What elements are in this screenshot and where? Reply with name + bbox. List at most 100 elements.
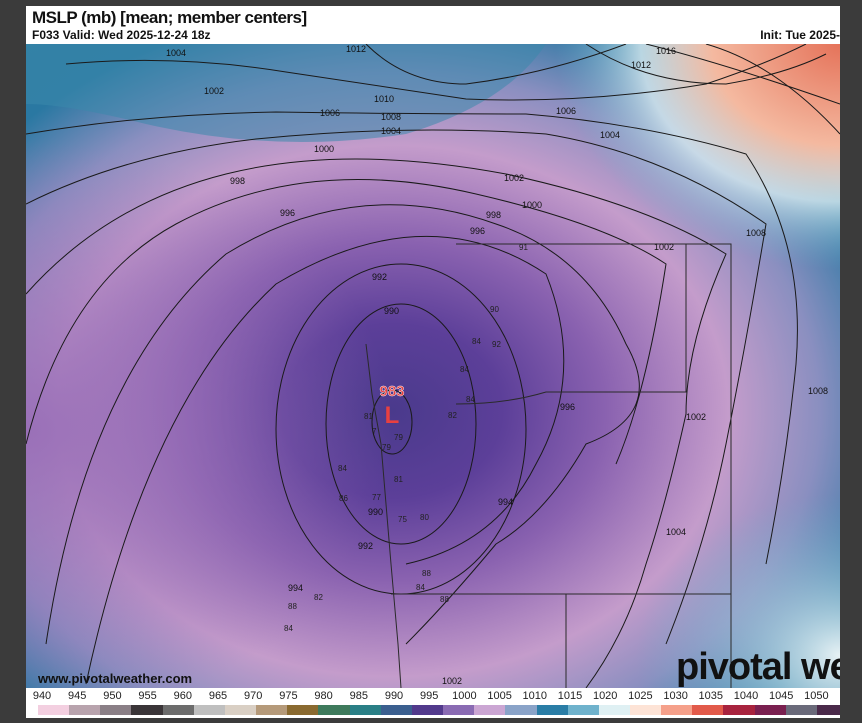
contour-label: 994 <box>288 583 303 593</box>
contour-label: 994 <box>498 497 513 507</box>
colorbar-swatch <box>816 705 840 715</box>
colorbar-tick-label: 1010 <box>522 690 548 702</box>
contour-label: 996 <box>470 226 485 236</box>
colorbar-labels: 940 945 950 955 960 965 970 975 980 985 990 995 1000… <box>32 690 840 702</box>
colorbar-swatch <box>349 705 381 715</box>
colorbar-tick-label: 1040 <box>733 690 759 702</box>
colorbar-swatch <box>567 705 599 715</box>
member-center-label: 75 <box>398 515 407 524</box>
colorbar-swatch <box>256 705 288 715</box>
colorbar-swatch <box>162 705 194 715</box>
member-center-label: 84 <box>416 583 425 592</box>
colorbar-tick-label: 1050 <box>804 690 829 702</box>
colorbar-swatch <box>443 705 475 715</box>
member-center-label: 7 <box>372 427 377 436</box>
member-center-label: 84 <box>284 624 293 633</box>
member-center-label: 79 <box>382 443 391 452</box>
colorbar-swatch <box>380 705 412 715</box>
isobars <box>26 44 840 688</box>
contour-label: 1006 <box>320 108 340 118</box>
colorbar-tick-label: 950 <box>103 690 122 702</box>
state-borders <box>365 243 732 688</box>
contour-label: 990 <box>368 507 383 517</box>
low-pressure-center[interactable]: 983 L <box>379 383 404 429</box>
colorbar-swatch <box>692 705 724 715</box>
contour-label: 1016 <box>656 46 676 56</box>
colorbar-tick-label: 1000 <box>452 690 477 702</box>
colorbar-swatch <box>100 705 132 715</box>
colorbar-tick-label: 945 <box>68 690 87 702</box>
contour-label: 990 <box>384 306 399 316</box>
colorbar-tick-label: 970 <box>244 690 263 702</box>
contour-label: 1002 <box>204 86 224 96</box>
member-center-label: 80 <box>420 513 429 522</box>
west-shading <box>26 44 840 688</box>
contour-label: 1008 <box>808 386 828 396</box>
colorbar-tick-label: 980 <box>314 690 333 702</box>
member-center-label: 81 <box>364 412 373 421</box>
colorbar-tick-label: 955 <box>138 690 157 702</box>
colorbar-tick-label: 1025 <box>628 690 653 702</box>
member-center-label: 84 <box>472 337 481 346</box>
colorbar-swatch <box>287 705 319 715</box>
low-symbol: L <box>385 402 400 429</box>
pressure-map[interactable]: 1004 1012 1016 1012 1002 1010 1006 1008 … <box>26 44 840 688</box>
member-center-label: 82 <box>448 411 457 420</box>
colorbar-swatch <box>474 705 506 715</box>
map-title: MSLP (mb) [mean; member centers] <box>32 8 307 27</box>
colorbar-tick-label: 1020 <box>592 690 618 702</box>
member-center-label: 86 <box>339 494 348 503</box>
colorbar-tick-label: 960 <box>173 690 192 702</box>
colorbar-swatch <box>38 705 70 715</box>
init-time: Init: Tue 2025- <box>760 28 840 42</box>
colorbar-swatch <box>536 705 568 715</box>
colorbar-tick-label: 965 <box>208 690 228 702</box>
member-center-label: 81 <box>394 475 403 484</box>
contour-label: 996 <box>560 402 575 412</box>
colorbar-tick-label: 940 <box>32 690 52 702</box>
website-label[interactable]: www.pivotalweather.com <box>38 671 193 686</box>
member-center-label: 92 <box>492 340 501 349</box>
member-center-label: 88 <box>422 569 431 578</box>
contour-label: 1008 <box>381 112 401 122</box>
colorbar <box>38 705 840 715</box>
member-center-label: 88 <box>288 602 297 611</box>
colorbar-swatch <box>723 705 755 715</box>
colorbar-tick-label: 1030 <box>663 690 688 702</box>
member-center-label: 82 <box>314 593 323 602</box>
colorbar-swatch <box>69 705 101 715</box>
member-center-label: 91 <box>519 243 528 252</box>
member-center-label: 84 <box>338 464 347 473</box>
map-panel: MSLP (mb) [mean; member centers] F033 Va… <box>26 6 840 718</box>
member-center-label: 84 <box>466 395 475 404</box>
contour-label: 992 <box>372 272 387 282</box>
contour-label: 1012 <box>346 44 366 54</box>
member-center-label: 84 <box>460 365 469 374</box>
contour-label: 1002 <box>654 242 674 252</box>
colorbar-swatch <box>318 705 350 715</box>
contour-label: 1000 <box>314 144 334 154</box>
colorbar-tick-label: 1055 <box>839 690 840 702</box>
contour-label: 1012 <box>631 60 651 70</box>
contour-label: 1008 <box>746 228 766 238</box>
colorbar-swatch <box>411 705 444 715</box>
colorbar-tick-label: 990 <box>384 690 404 702</box>
pivotal-weather-logo: pivotal we <box>676 646 840 688</box>
member-center-label: 90 <box>490 305 499 314</box>
member-center-label: 79 <box>394 433 403 442</box>
contour-label: 1004 <box>381 126 401 136</box>
member-center-label: 88 <box>440 595 449 604</box>
contour-label: 1004 <box>600 130 620 140</box>
contour-label: 1006 <box>556 106 576 116</box>
contour-label: 1010 <box>374 94 394 104</box>
colorbar-tick-label: 1045 <box>768 690 794 702</box>
colorbar-swatch <box>131 705 163 715</box>
contour-labels: 1004 1012 1016 1012 1002 1010 1006 1008 … <box>166 44 828 686</box>
contour-label: 1002 <box>686 412 706 422</box>
colorbar-tick-label: 995 <box>420 690 439 702</box>
contour-label: 992 <box>358 541 373 551</box>
colorbar-tick-label: 1005 <box>487 690 512 702</box>
colorbar-swatch <box>661 705 693 715</box>
colorbar-tick-label: 1015 <box>557 690 583 702</box>
